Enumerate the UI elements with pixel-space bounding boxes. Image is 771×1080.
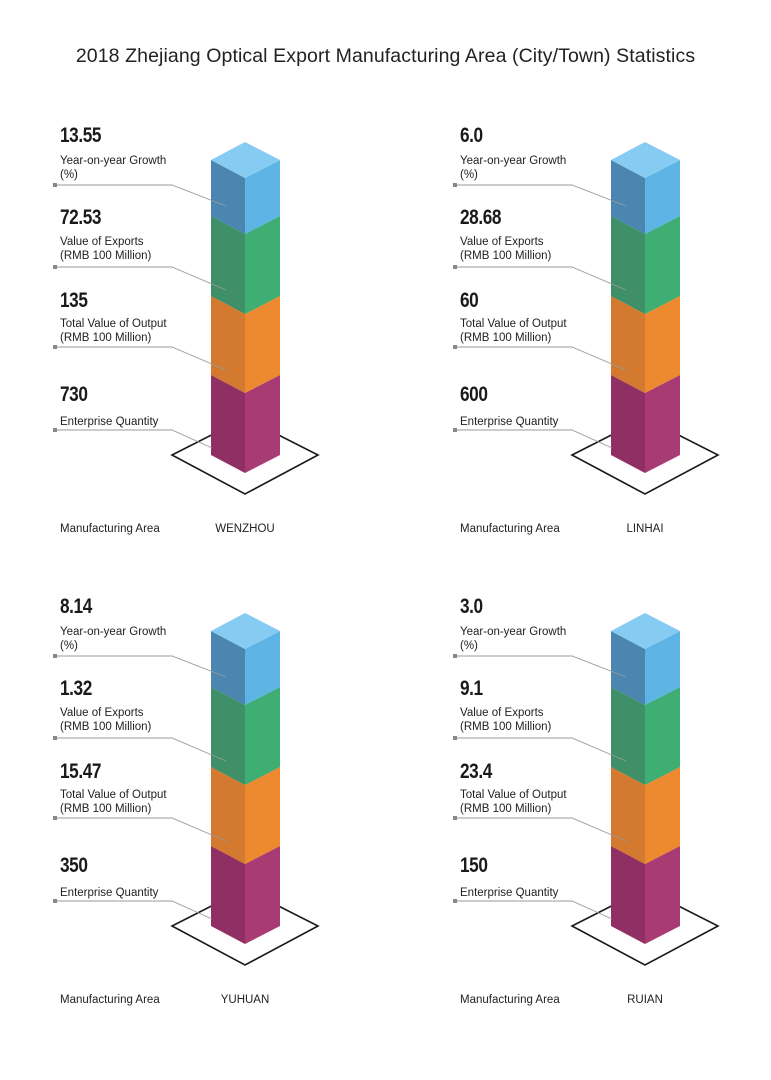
output-value: 23.4 [460, 760, 492, 783]
area-name: YUHUAN [220, 994, 270, 1006]
output-value: 15.47 [60, 760, 102, 783]
output-leader [453, 345, 627, 371]
exports-value: 1.32 [60, 677, 92, 700]
area-panel-linhai: 6.0 Year-on-year Growth (%) 28.68 Value of E… [400, 0, 771, 535]
growth-label: Year-on-year Growth (%) [460, 626, 567, 652]
exports-leader [53, 265, 227, 291]
output-leader [53, 816, 227, 842]
enterprises-label: Enterprise Quantity [460, 416, 559, 428]
enterprises-value: 730 [60, 383, 88, 406]
tower-graphic [53, 142, 320, 495]
enterprise-leader [453, 428, 613, 449]
growth-label: Year-on-year Growth (%) [460, 155, 567, 181]
exports-label: Value of Exports (RMB 100 Million) [460, 707, 552, 733]
enterprises-value: 150 [460, 854, 488, 877]
enterprises-label: Enterprise Quantity [60, 416, 159, 428]
exports-value: 9.1 [460, 677, 483, 700]
area-name: LINHAI [626, 523, 664, 535]
growth-value: 13.55 [60, 124, 102, 147]
growth-leader [53, 183, 227, 207]
growth-value: 6.0 [460, 124, 483, 147]
area-name: RUIAN [627, 994, 663, 1006]
enterprises-value: 600 [460, 383, 488, 406]
area-name: WENZHOU [215, 523, 275, 535]
exports-label: Value of Exports (RMB 100 Million) [60, 707, 152, 733]
growth-leader [53, 654, 227, 678]
manufacturing-area-label: Manufacturing Area [460, 523, 560, 535]
growth-leader [453, 654, 627, 678]
output-value: 135 [60, 289, 88, 312]
tower-graphic [53, 613, 320, 966]
enterprise-leader [453, 899, 613, 920]
growth-value: 3.0 [460, 595, 483, 618]
area-panel-wenzhou: 13.55 Year-on-year Growth (%) 72.53 Value of… [0, 0, 385, 535]
enterprises-value: 350 [60, 854, 88, 877]
exports-leader [53, 736, 227, 762]
enterprise-leader [53, 428, 213, 449]
growth-cube [211, 142, 280, 234]
output-label: Total Value of Output (RMB 100 Million) [460, 318, 567, 344]
exports-leader [453, 265, 627, 291]
exports-label: Value of Exports (RMB 100 Million) [460, 236, 552, 262]
output-label: Total Value of Output (RMB 100 Million) [460, 789, 567, 815]
growth-cube [211, 613, 280, 705]
area-panel-yuhuan: 8.14 Year-on-year Growth (%) 1.32 Value of E… [0, 471, 385, 1006]
enterprises-label: Enterprise Quantity [460, 887, 559, 899]
chart-title: 2018 Zhejiang Optical Export Manufacturi… [75, 45, 696, 67]
exports-label: Value of Exports (RMB 100 Million) [60, 236, 152, 262]
exports-leader [453, 736, 627, 762]
output-leader [453, 816, 627, 842]
area-panel-ruian: 3.0 Year-on-year Growth (%) 9.1 Value of Exp… [400, 471, 771, 1006]
growth-cube [611, 613, 680, 705]
growth-label: Year-on-year Growth (%) [60, 626, 167, 652]
manufacturing-area-label: Manufacturing Area [460, 994, 560, 1006]
growth-value: 8.14 [60, 595, 92, 618]
growth-cube [611, 142, 680, 234]
output-value: 60 [460, 289, 479, 312]
output-label: Total Value of Output (RMB 100 Million) [60, 318, 167, 344]
output-label: Total Value of Output (RMB 100 Million) [60, 789, 167, 815]
exports-value: 72.53 [60, 206, 102, 229]
enterprise-leader [53, 899, 213, 920]
manufacturing-area-label: Manufacturing Area [60, 523, 160, 535]
growth-leader [453, 183, 627, 207]
enterprises-label: Enterprise Quantity [60, 887, 159, 899]
exports-value: 28.68 [460, 206, 502, 229]
tower-graphic [453, 613, 720, 966]
manufacturing-area-label: Manufacturing Area [60, 994, 160, 1006]
tower-graphic [453, 142, 720, 495]
growth-label: Year-on-year Growth (%) [60, 155, 167, 181]
output-leader [53, 345, 227, 371]
